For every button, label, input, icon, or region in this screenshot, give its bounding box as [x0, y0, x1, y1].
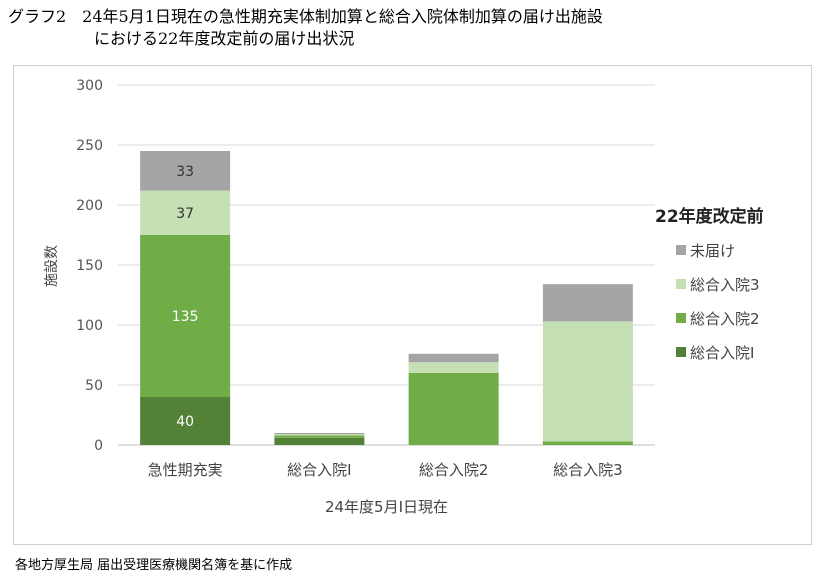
- bar-segment: [140, 235, 231, 397]
- x-axis-label: 24年度5月Ⅰ日現在: [325, 498, 448, 516]
- source-note: 各地方厚生局 届出受理医療機関名簿を基に作成: [15, 558, 293, 573]
- bar-segment: [274, 434, 365, 436]
- bar-segment: [542, 284, 633, 322]
- bar-segment: [274, 433, 365, 435]
- bar-segment: [542, 441, 633, 445]
- bar-segment: [140, 397, 231, 445]
- y-tick-label: 0: [94, 438, 103, 454]
- x-tick-label: 急性期充実: [148, 461, 223, 479]
- y-tick-label: 100: [76, 318, 103, 334]
- legend-swatch: [676, 245, 686, 255]
- title-line-1: グラフ2 24年5月1日現在の急性期充実体制加算と総合入院体制加算の届け出施設: [8, 7, 603, 26]
- legend-label: 総合入院Ⅰ: [690, 344, 755, 362]
- legend-item: 総合入院3: [676, 274, 796, 294]
- bar-segment: [140, 151, 231, 191]
- bar-segment: [542, 321, 633, 442]
- legend-item: 未届け: [676, 240, 796, 260]
- x-tick-label: 総合入院3: [553, 461, 623, 479]
- bar-segment: [408, 373, 499, 445]
- legend-label: 未届け: [690, 242, 736, 260]
- data-label: 135: [172, 309, 199, 325]
- x-tick-label: 総合入院Ⅰ: [287, 461, 351, 479]
- title-line-2: における22年度改定前の届け出状況: [94, 29, 355, 48]
- y-tick-label: 300: [76, 78, 103, 94]
- data-label: 37: [176, 206, 194, 222]
- legend-swatch: [676, 313, 686, 323]
- bar-segment: [408, 362, 499, 373]
- legend-swatch: [676, 279, 686, 289]
- bar-segment: [274, 437, 365, 445]
- y-tick-label: 150: [76, 258, 103, 274]
- y-tick-label: 250: [76, 138, 103, 154]
- legend-title: 22年度改定前: [655, 207, 764, 227]
- bar-segment: [408, 353, 499, 363]
- y-tick-label: 50: [85, 378, 103, 394]
- legend-swatch: [676, 347, 686, 357]
- legend-label: 総合入院3: [690, 276, 760, 294]
- legend-item: 総合入院Ⅰ: [676, 342, 796, 362]
- bar-segment: [140, 190, 231, 235]
- data-label: 40: [176, 414, 194, 430]
- x-tick-label: 総合入院2: [419, 461, 489, 479]
- data-label: 33: [176, 164, 194, 180]
- y-tick-label: 200: [76, 198, 103, 214]
- chart-title: グラフ2 24年5月1日現在の急性期充実体制加算と総合入院体制加算の届け出施設 …: [8, 6, 603, 50]
- y-axis-label: 施設数: [44, 245, 60, 287]
- bar-segment: [274, 435, 365, 438]
- legend-label: 総合入院2: [690, 310, 760, 328]
- legend-item: 総合入院2: [676, 308, 796, 328]
